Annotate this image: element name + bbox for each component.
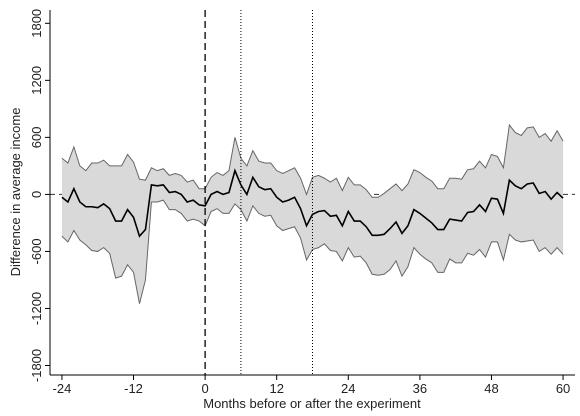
estimate-line [61, 168, 564, 238]
y-axis-title: Difference in average income [8, 108, 23, 277]
x-tick-label: 48 [484, 381, 498, 396]
x-tick-label: -12 [124, 381, 143, 396]
x-tick-label: 12 [269, 381, 283, 396]
y-tick-label: 1200 [29, 66, 44, 95]
y-tick-label: -600 [29, 238, 44, 264]
x-tick-label: 24 [341, 381, 355, 396]
y-tick-label: 0 [29, 191, 44, 198]
x-tick-label: -24 [53, 381, 72, 396]
x-tick-label: 60 [556, 381, 570, 396]
x-tick-label: 0 [201, 381, 208, 396]
band-upper [61, 123, 564, 198]
x-axis-title: Months before or after the experiment [203, 396, 421, 411]
band-lower [61, 199, 564, 304]
y-tick-label: 600 [29, 127, 44, 149]
y-tick-label: -1200 [29, 292, 44, 325]
y-tick-label: -1800 [29, 349, 44, 382]
y-tick-label: 1800 [29, 9, 44, 38]
x-tick-label: 36 [413, 381, 427, 396]
